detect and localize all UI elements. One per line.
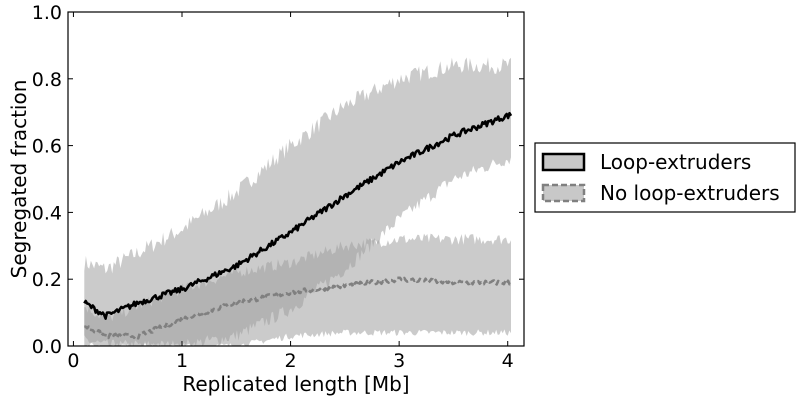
- y-tick-label: 0.2: [32, 269, 62, 291]
- plot-frame: [67, 11, 525, 347]
- legend: Loop-extruders No loop-extruders: [534, 142, 796, 213]
- y-tick-label: 0.0: [32, 336, 62, 358]
- axis-ticks: 0 1 2 3 4 0.0 0.2 0.4 0.6 0.8 1.0: [32, 2, 524, 372]
- y-tick-label: 0.6: [32, 136, 62, 158]
- x-tick-label: 4: [502, 350, 514, 372]
- y-axis-label: Segregated fraction: [7, 80, 31, 279]
- series-lines: [83, 111, 513, 340]
- line-no-loop-extruders: [84, 276, 513, 340]
- x-tick-label: 0: [67, 350, 79, 372]
- legend-swatch-loop-extruders: [541, 152, 586, 172]
- legend-label-loop-extruders: Loop-extruders: [600, 150, 751, 174]
- x-tick-label: 3: [393, 350, 405, 372]
- y-tick-label: 0.4: [32, 202, 62, 224]
- x-axis-label: Replicated length [Mb]: [182, 372, 409, 396]
- legend-label-no-loop-extruders: No loop-extruders: [600, 181, 780, 205]
- x-tick-label: 1: [176, 350, 188, 372]
- x-tick-label: 2: [285, 350, 297, 372]
- y-tick-label: 1.0: [32, 2, 62, 24]
- legend-swatch-no-loop-extruders: [541, 183, 586, 203]
- line-loop-extruders: [83, 111, 513, 320]
- band-loop-extruders: [84, 57, 512, 346]
- y-tick-label: 0.8: [32, 69, 62, 91]
